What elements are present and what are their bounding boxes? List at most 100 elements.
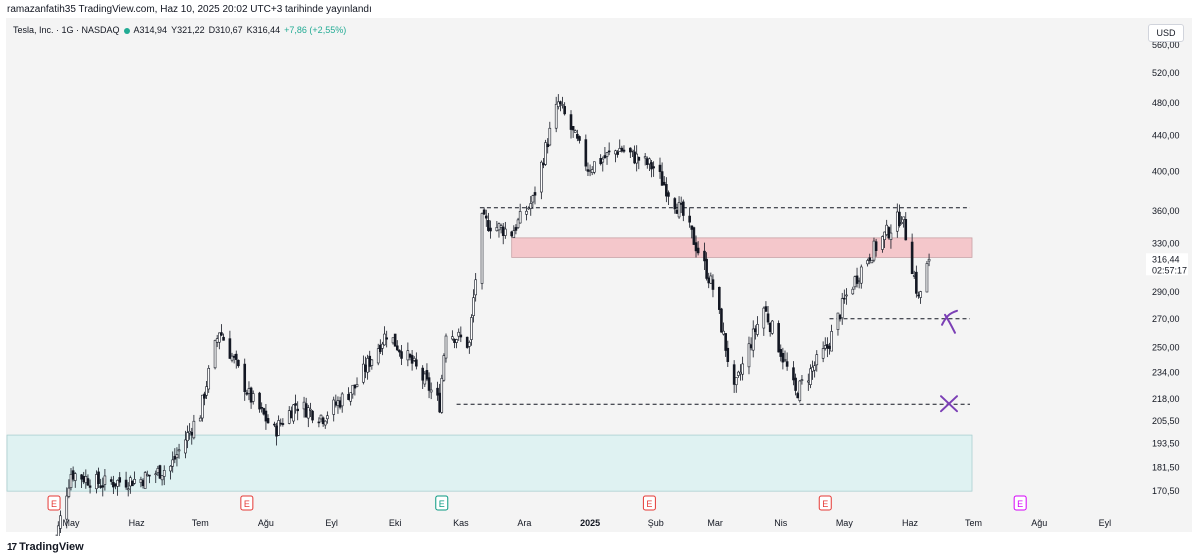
candle	[355, 377, 359, 388]
candle-body-down	[768, 322, 772, 333]
candle-body-down	[754, 328, 757, 332]
candle	[766, 305, 770, 325]
candle-body-down	[281, 423, 285, 425]
candle-body-up	[154, 473, 158, 476]
candle-body-down	[465, 336, 469, 348]
x-tick-label: Eyl	[325, 518, 338, 528]
candle	[266, 414, 270, 424]
candle	[311, 409, 314, 424]
candle-body-down	[620, 147, 624, 152]
candle-body-down	[662, 181, 666, 186]
candle-body-down	[603, 155, 607, 159]
candle-body-up	[499, 225, 503, 228]
candle	[459, 326, 463, 343]
candle	[480, 212, 484, 290]
candle-body-up	[383, 333, 386, 346]
candle-body-up	[895, 211, 899, 232]
candle	[323, 420, 327, 429]
candle	[919, 290, 922, 304]
candle-body-up	[529, 203, 533, 209]
earnings-label: E	[1017, 499, 1023, 509]
candle-body-up	[69, 473, 73, 489]
candle	[925, 260, 929, 293]
candle-body-up	[444, 335, 448, 359]
candle	[154, 470, 158, 484]
candle-body-down	[682, 201, 685, 216]
candle	[169, 465, 172, 480]
earnings-box	[1013, 495, 1027, 511]
candle-body-up	[201, 394, 204, 419]
candle	[73, 472, 77, 488]
candle-body-down	[484, 215, 488, 219]
candle	[529, 196, 533, 216]
candle-body-up	[376, 348, 380, 364]
candle	[811, 360, 814, 380]
candle	[69, 468, 73, 491]
candle	[237, 359, 240, 368]
symbol-legend: Tesla, Inc. · 1G · NASDAQ A314,94 Y321,22 D…	[13, 25, 350, 35]
candle	[385, 330, 388, 348]
candle-body-up	[277, 420, 280, 436]
candle-body-up	[103, 475, 107, 485]
candle-body-up	[504, 228, 507, 236]
candle-body-down	[705, 258, 708, 279]
candle-body-down	[427, 377, 431, 391]
candle	[667, 190, 670, 206]
candle-body-down	[874, 241, 878, 251]
earnings-marker: E	[1013, 495, 1027, 511]
candle-body-up	[900, 222, 903, 224]
tradingview-logo[interactable]: 17 TradingView	[7, 541, 84, 553]
candle	[777, 320, 780, 353]
candle	[393, 333, 397, 347]
candle-body-up	[544, 142, 547, 165]
candle-body-up	[885, 224, 888, 235]
candle	[726, 340, 730, 367]
candle-body-down	[794, 377, 797, 391]
candle-body-down	[720, 308, 723, 333]
ohlc-open: A314,94	[133, 25, 168, 35]
candle-body-up	[230, 355, 234, 361]
candle-body-up	[631, 149, 634, 152]
x-tick-label: Nis	[774, 518, 787, 528]
candle-body-down	[71, 470, 75, 480]
candle-body-up	[184, 439, 187, 454]
tradingview-logo-text: TradingView	[19, 541, 84, 553]
candle-body-up	[548, 127, 552, 146]
candle	[576, 129, 579, 142]
candle	[489, 220, 492, 239]
candle-body-up	[381, 343, 384, 349]
candle-body-down	[584, 139, 588, 167]
candle-body-up	[857, 280, 861, 282]
candle	[622, 145, 626, 154]
candle	[807, 373, 810, 391]
candle	[249, 386, 253, 409]
candle-body-up	[247, 388, 251, 394]
candle-body-up	[370, 359, 374, 366]
candle	[427, 372, 431, 399]
candle	[883, 231, 886, 248]
candle	[815, 350, 819, 372]
candle-body-up	[866, 260, 869, 265]
candle	[262, 407, 266, 416]
candle	[296, 401, 299, 421]
y-tick-label: 205,50	[1152, 416, 1180, 426]
candle-body-down	[237, 359, 240, 367]
symbol-name[interactable]: Tesla, Inc. · 1G · NASDAQ	[13, 25, 120, 35]
y-tick-label: 181,50	[1152, 463, 1180, 473]
candle	[131, 480, 134, 487]
candle	[917, 291, 920, 299]
candle	[561, 96, 564, 109]
candle-body-up	[840, 298, 844, 319]
candle-body-up	[351, 384, 355, 395]
y-tick-label: 170,50	[1152, 486, 1180, 496]
candle-body-up	[573, 130, 577, 133]
candle	[203, 391, 206, 406]
candle	[232, 354, 236, 364]
candle-body-up	[129, 477, 132, 487]
x-tick-label: 2025	[580, 518, 600, 528]
candle	[629, 147, 632, 159]
candle	[645, 156, 649, 169]
candle-body-up	[429, 389, 433, 393]
candle-body-up	[809, 368, 812, 385]
currency-button[interactable]: USD	[1148, 24, 1184, 42]
